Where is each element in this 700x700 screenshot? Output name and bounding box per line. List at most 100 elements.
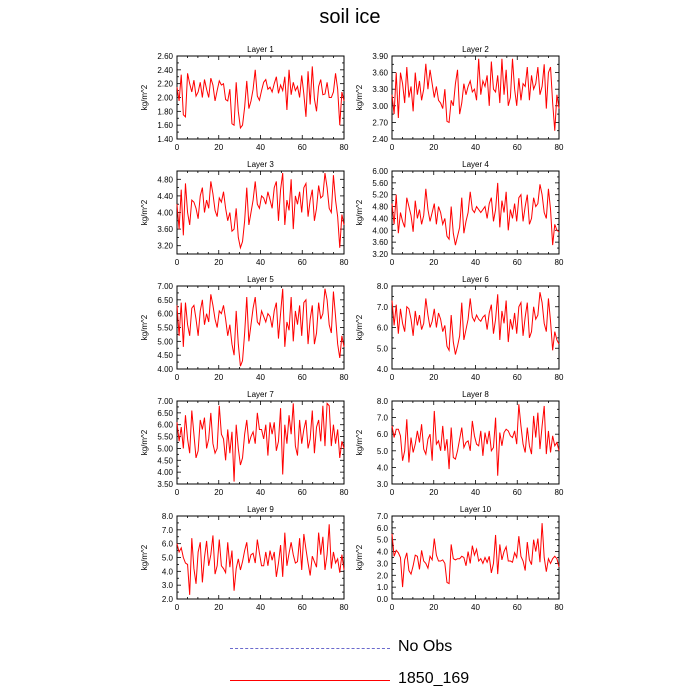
layer-9-ytick-label: 5.0: [162, 554, 174, 563]
layer-8-xtick-label: 40: [471, 488, 480, 497]
layer-5-ytick-label: 4.00: [157, 365, 173, 374]
layer-7-xtick-label: 0: [175, 488, 180, 497]
layer-4-ytick-label: 5.20: [372, 191, 388, 200]
layer-1-xtick-label: 80: [340, 143, 349, 152]
layer-10-ytick-label: 7.0: [377, 512, 389, 521]
layer-7-xtick-label: 60: [298, 488, 307, 497]
layer-2-ylabel: kg/m^2: [355, 84, 364, 110]
layer-1-ytick-label: 2.00: [157, 94, 173, 103]
layer-4-xtick-label: 0: [390, 258, 395, 267]
layer-4-ylabel: kg/m^2: [355, 199, 364, 225]
legend-swatch-no-obs: [230, 648, 390, 649]
panel-layer-4: Layer 4 0 20 40 60 80 3.20 3.60 4.00 4.40 4.80 5.20…: [355, 160, 564, 267]
layer-1-ylabel: kg/m^2: [140, 84, 149, 110]
layer-5-xtick-label: 40: [256, 373, 265, 382]
layer-4-ytick-label: 4.40: [372, 214, 388, 223]
layer-9-xtick-label: 60: [298, 603, 307, 612]
layer-3-xtick-label: 20: [214, 258, 223, 267]
layer-6-ytick-label: 8.0: [377, 282, 389, 291]
layer-7-ytick-label: 4.00: [157, 468, 173, 477]
layer-1-ytick-label: 1.60: [157, 121, 173, 130]
layer-5-xtick-label: 20: [214, 373, 223, 382]
layer-6-ytick-label: 5.0: [377, 344, 389, 353]
layer-5-frame: [176, 285, 345, 370]
layer-10-xtick-label: 60: [513, 603, 522, 612]
layer-5-ytick-label: 6.00: [157, 310, 173, 319]
layer-7-ytick-label: 3.50: [157, 480, 173, 489]
layer-3-xtick-label: 60: [298, 258, 307, 267]
layer-6-series-line: [391, 292, 560, 355]
layer-9-ylabel: kg/m^2: [140, 544, 149, 570]
layer-1-ytick-label: 2.40: [157, 66, 173, 75]
layer-6-xtick-label: 40: [471, 373, 480, 382]
layer-2-ytick-label: 2.70: [372, 118, 388, 127]
layer-8-xtick-label: 60: [513, 488, 522, 497]
layer-1-xtick-label: 60: [298, 143, 307, 152]
layer-8-frame: [391, 400, 560, 485]
layer-10-xtick-label: 40: [471, 603, 480, 612]
layer-2-xtick-label: 60: [513, 143, 522, 152]
layer-8-title: Layer 8: [462, 390, 489, 399]
layer-4-xtick-label: 80: [555, 258, 564, 267]
layer-9-xtick-label: 80: [340, 603, 349, 612]
layer-8-xtick-label: 0: [390, 488, 395, 497]
layer-3-xtick-label: 40: [256, 258, 265, 267]
layer-9-ytick-label: 8.0: [162, 512, 174, 521]
layer-6-title: Layer 6: [462, 275, 489, 284]
layer-9-title: Layer 9: [247, 505, 274, 514]
panel-layer-10: Layer 10 0 20 40 60 80 0.0 1.0 2.0 3.0 4.0 5.0 6.0 7.…: [355, 505, 564, 612]
layer-6-xtick-label: 80: [555, 373, 564, 382]
layer-4-series-line: [391, 182, 560, 246]
layer-8-ytick-label: 8.0: [377, 397, 389, 406]
layer-4-xtick-label: 40: [471, 258, 480, 267]
layer-10-ytick-label: 2.0: [377, 571, 389, 580]
layer-8-ytick-label: 4.0: [377, 463, 389, 472]
layer-5-series-line: [176, 288, 345, 367]
layer-8-ytick-label: 3.0: [377, 480, 389, 489]
layer-4-ytick-label: 4.80: [372, 203, 388, 212]
panel-layer-6: Layer 6 0 20 40 60 80 4.0 5.0 6.0 7.0 8.0 kg/m^2: [355, 275, 564, 382]
layer-8-ytick-label: 7.0: [377, 414, 389, 423]
layer-8-xtick-label: 80: [555, 488, 564, 497]
layer-6-xtick-label: 0: [390, 373, 395, 382]
layer-1-ytick-label: 2.60: [157, 52, 173, 61]
legend-entry-1850-169: 1850_169: [230, 670, 530, 692]
layer-3-ytick-label: 4.80: [157, 175, 173, 184]
panel-layer-5: Layer 5 0 20 40 60 80 4.00 4.50 5.00 5.50 6.00 6.50…: [140, 275, 349, 382]
layer-6-ytick-label: 6.0: [377, 324, 389, 333]
layer-7-ytick-label: 4.50: [157, 456, 173, 465]
layer-1-xtick-label: 40: [256, 143, 265, 152]
layer-3-ytick-label: 3.60: [157, 225, 173, 234]
layer-9-series-line: [176, 524, 345, 595]
layer-7-xtick-label: 40: [256, 488, 265, 497]
layer-4-ytick-label: 5.60: [372, 179, 388, 188]
panel-layer-3: Layer 3 0 20 40 60 80 3.20 3.60 4.00 4.40 4.80 kg/m…: [140, 160, 349, 267]
layer-4-title: Layer 4: [462, 160, 489, 169]
layer-1-ytick-label: 1.40: [157, 135, 173, 144]
layer-4-xtick-label: 20: [429, 258, 438, 267]
layer-6-ytick-label: 7.0: [377, 303, 389, 312]
layer-3-ytick-label: 4.40: [157, 192, 173, 201]
panel-layer-9: Layer 9 0 20 40 60 80 2.0 3.0 4.0 5.0 6.0 7.0 8.0 kg/…: [140, 505, 349, 612]
layer-1-xtick-label: 0: [175, 143, 180, 152]
layer-5-xtick-label: 0: [175, 373, 180, 382]
layer-10-xtick-label: 0: [390, 603, 395, 612]
layer-3-xtick-label: 0: [175, 258, 180, 267]
layer-8-ylabel: kg/m^2: [355, 429, 364, 455]
layer-7-ytick-label: 6.50: [157, 409, 173, 418]
panel-layer-8: Layer 8 0 20 40 60 80 3.0 4.0 5.0 6.0 7.0 8.0 kg/m^2: [355, 390, 564, 497]
legend-swatch-1850-169: [230, 680, 390, 681]
layer-10-series-line: [391, 523, 560, 588]
layer-3-series-line: [176, 172, 345, 250]
layer-8-xtick-label: 20: [429, 488, 438, 497]
layer-9-ytick-label: 2.0: [162, 595, 174, 604]
layer-9-xtick-label: 0: [175, 603, 180, 612]
layer-8-ytick-label: 5.0: [377, 447, 389, 456]
layer-10-ytick-label: 4.0: [377, 548, 389, 557]
layer-6-ytick-label: 4.0: [377, 365, 389, 374]
layer-1-xtick-label: 20: [214, 143, 223, 152]
layer-7-title: Layer 7: [247, 390, 274, 399]
layer-1-ytick-label: 1.80: [157, 107, 173, 116]
layer-1-series-line: [176, 66, 345, 130]
